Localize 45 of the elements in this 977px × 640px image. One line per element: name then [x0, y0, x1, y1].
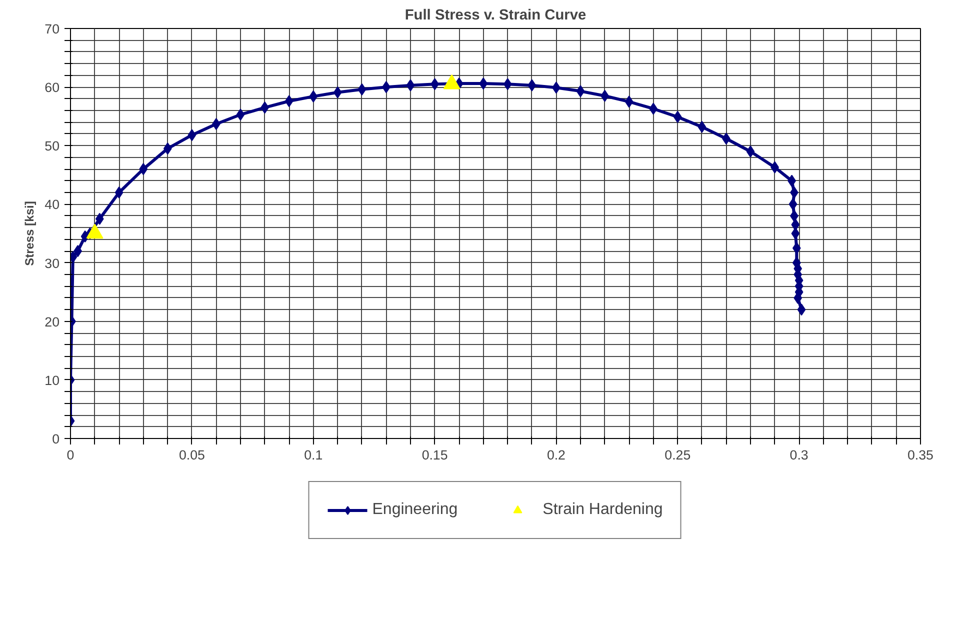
point — [139, 163, 148, 176]
x-tick-label: 0.2 — [546, 448, 566, 462]
point — [576, 85, 585, 98]
point — [406, 79, 415, 92]
y-tick-label: 60 — [44, 80, 60, 96]
x-tick-label: 0.15 — [422, 448, 448, 462]
legend-label: Strain Hardening — [542, 500, 663, 518]
point — [188, 129, 196, 142]
point — [95, 212, 104, 225]
chart-title: Full Stress v. Strain Curve — [404, 8, 586, 24]
x-tick-label: 0.1 — [304, 448, 323, 462]
x-tick-label: 0.3 — [790, 448, 808, 462]
point — [746, 146, 755, 158]
x-tick-label: 0.25 — [664, 448, 691, 462]
y-axis-title: Stress [ksi] — [22, 201, 37, 266]
point — [333, 86, 342, 98]
x-tick-label: 0.05 — [178, 448, 205, 462]
x-tick-label: 0.35 — [908, 448, 934, 462]
point — [624, 96, 634, 108]
point — [791, 228, 800, 240]
point — [797, 304, 806, 316]
point — [358, 83, 366, 96]
y-tick-label: 50 — [44, 138, 60, 154]
y-tick-label: 70 — [44, 22, 60, 36]
point — [163, 142, 172, 155]
y-tick-label: 0 — [52, 432, 60, 446]
point — [698, 120, 706, 133]
point — [528, 79, 536, 92]
point — [284, 95, 294, 108]
point — [792, 242, 801, 254]
point — [114, 186, 124, 198]
y-tick-label: 10 — [44, 372, 60, 388]
y-tick-label: 30 — [44, 256, 60, 271]
point — [236, 108, 245, 121]
point — [479, 78, 488, 90]
x-tick-label: 0 — [66, 448, 74, 462]
y-tick-label: 40 — [44, 197, 60, 212]
point — [788, 198, 798, 210]
point — [649, 102, 658, 115]
point — [503, 78, 512, 90]
point — [309, 90, 318, 102]
point — [790, 186, 798, 198]
legend-label: Engineering — [372, 500, 458, 518]
point — [673, 110, 682, 123]
y-tick-label: 20 — [44, 314, 60, 330]
